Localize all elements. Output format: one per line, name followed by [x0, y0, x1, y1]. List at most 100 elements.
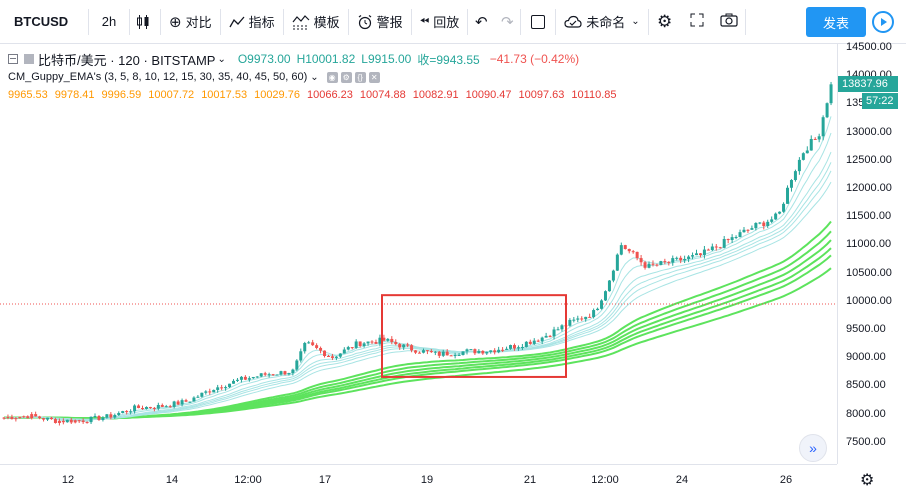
chart-type-button[interactable]: [130, 0, 160, 44]
interval-selector[interactable]: 2h: [101, 14, 117, 29]
candle-body: [168, 406, 172, 408]
candle-body: [398, 344, 402, 348]
candle-body: [402, 344, 406, 348]
source-icon[interactable]: {}: [354, 71, 366, 83]
candle-body: [813, 138, 817, 140]
indicator-value-fast: 9965.53: [8, 89, 48, 101]
rewind-icon: ⏪︎: [419, 14, 430, 28]
candle-body: [113, 414, 117, 418]
candle-body: [651, 263, 655, 265]
price-tick-label: 11500.00: [846, 210, 892, 223]
candle-body: [49, 417, 53, 420]
candle-body: [46, 417, 50, 420]
candle-body: [196, 396, 200, 398]
fullscreen-button[interactable]: [681, 0, 713, 44]
alert-label: 警报: [376, 15, 403, 30]
scroll-to-realtime-button[interactable]: »: [799, 434, 827, 462]
candle-body: [663, 261, 667, 263]
chevron-down-icon[interactable]: ⌄: [217, 53, 226, 65]
indicator-row: CM_Guppy_EMA's (3, 5, 8, 10, 12, 15, 30,…: [8, 68, 624, 86]
alert-button[interactable]: 警报: [349, 0, 411, 44]
toolbar-divider: [282, 8, 284, 35]
settings-button[interactable]: ⚙: [649, 0, 681, 44]
candle-body: [129, 411, 133, 413]
candle-body: [279, 371, 283, 375]
toolbar-divider: [347, 8, 349, 35]
chevron-down-icon[interactable]: ⌄: [310, 71, 319, 83]
candle-body: [592, 310, 596, 318]
indicator-value-slow: 10082.91: [412, 89, 459, 101]
templates-button[interactable]: 模板: [284, 0, 348, 44]
candle-body: [105, 414, 109, 418]
toolbar-divider: [129, 8, 130, 35]
candle-body: [722, 239, 726, 248]
settings-icon[interactable]: ⚙: [340, 71, 352, 83]
play-icon: [881, 18, 887, 26]
candle-body: [497, 349, 501, 353]
play-button[interactable]: [872, 11, 894, 33]
candle-body: [362, 343, 366, 347]
candle-body: [425, 350, 429, 352]
replay-label: 回放: [433, 15, 460, 30]
symbol-search[interactable]: BTCUSD: [14, 14, 69, 29]
candle-body: [675, 257, 679, 259]
candle-body: [287, 373, 291, 375]
slow-ema-line: [4, 239, 832, 420]
candle-body: [232, 380, 236, 384]
highlight-rectangle[interactable]: [381, 294, 567, 378]
time-tick-label: 12:00: [234, 474, 262, 486]
time-scale[interactable]: 12 14 12:00 17 19 21 12:00 24 26: [0, 464, 837, 499]
publish-button[interactable]: 发表: [806, 7, 866, 37]
candle-body: [560, 325, 564, 330]
legend-change: −41.73 (−0.42%): [489, 52, 580, 66]
indicators-button[interactable]: 指标: [221, 0, 283, 44]
candle-body: [152, 407, 156, 409]
layout-save-button[interactable]: 未命名 ⌄: [556, 0, 647, 44]
candle-body: [639, 258, 643, 263]
candle-body: [520, 346, 524, 348]
indicator-value-fast: 9996.59: [101, 89, 142, 101]
candle-body: [164, 406, 168, 408]
candle-body: [204, 391, 208, 393]
candle-body: [702, 249, 706, 255]
price-chart[interactable]: [0, 44, 837, 464]
chart-settings-gear-icon[interactable]: ⚙: [860, 472, 875, 489]
close-icon[interactable]: ✕: [368, 71, 380, 83]
candle-body: [801, 153, 805, 160]
candle-body: [584, 316, 588, 320]
candle-body: [778, 211, 782, 214]
candle-body: [619, 245, 623, 255]
toolbar-divider: [160, 8, 161, 35]
candle-body: [825, 103, 829, 118]
redo-button[interactable]: ↷: [494, 0, 520, 44]
price-scale[interactable]: 14500.0014000.0013500.0013000.0012500.00…: [837, 41, 906, 464]
candle-body: [615, 254, 619, 271]
collapse-icon[interactable]: [8, 54, 18, 64]
candle-body: [57, 420, 61, 423]
replay-button[interactable]: ⏪︎ 回放: [412, 0, 468, 44]
candle-body: [14, 418, 18, 420]
candle-body: [307, 342, 311, 344]
candle-body: [69, 419, 73, 423]
bar-countdown-tag: 57:22: [862, 93, 898, 110]
candle-body: [512, 345, 516, 349]
candle-body: [275, 374, 279, 376]
fast-ema-line: [3, 170, 832, 421]
candle-body: [683, 258, 687, 261]
camera-icon: [720, 13, 738, 30]
candle-body: [326, 356, 330, 358]
candle-body: [263, 373, 267, 375]
fullscreen-toggle[interactable]: [521, 0, 555, 44]
candle-body: [61, 420, 65, 423]
candle-body: [572, 319, 576, 321]
candle-body: [793, 171, 797, 181]
compare-button[interactable]: ⊕ 对比: [161, 0, 220, 44]
candle-body: [330, 356, 334, 358]
candle-body: [394, 342, 398, 345]
eye-icon[interactable]: ◉: [326, 71, 338, 83]
candle-body: [89, 416, 93, 423]
snapshot-button[interactable]: [713, 0, 745, 44]
candle-body: [6, 416, 10, 418]
price-tick-label: 10500.00: [846, 266, 892, 279]
undo-button[interactable]: ↶: [468, 0, 494, 44]
